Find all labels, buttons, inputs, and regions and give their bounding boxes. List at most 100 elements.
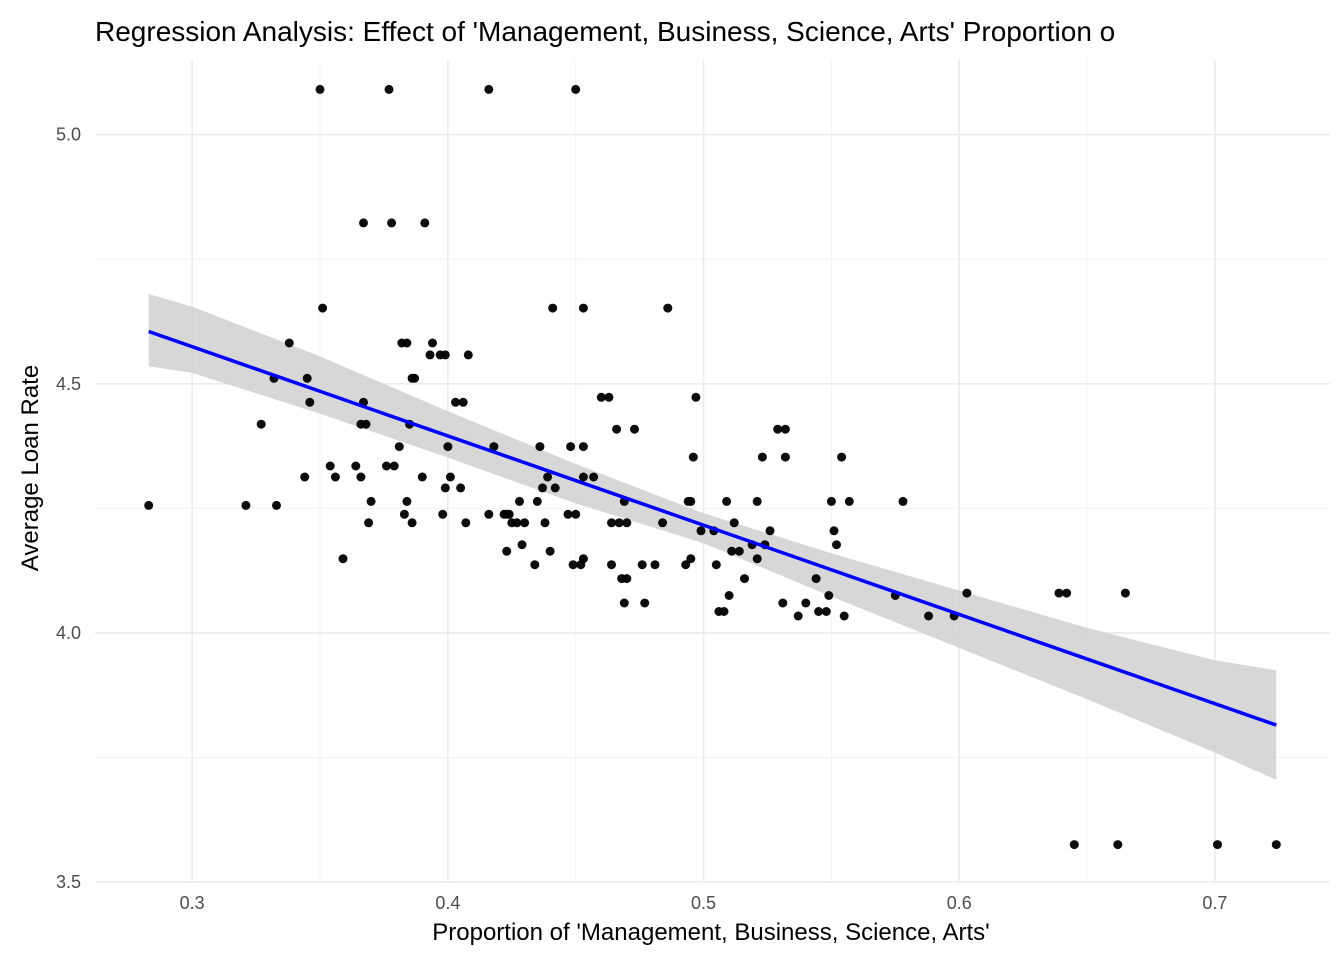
data-point: [596, 392, 606, 402]
data-point: [461, 518, 471, 528]
x-tick-label: 0.7: [1202, 893, 1227, 913]
data-point: [612, 424, 622, 434]
data-point: [832, 540, 841, 550]
data-point: [566, 442, 576, 452]
data-point: [325, 461, 335, 471]
data-point: [410, 373, 420, 383]
data-point: [619, 598, 629, 608]
minor-grid-lines: [95, 60, 1330, 882]
data-point: [681, 560, 691, 570]
data-point: [824, 591, 834, 600]
data-point: [571, 509, 581, 519]
data-point: [305, 397, 315, 407]
x-tick-label: 0.4: [435, 893, 460, 913]
data-point: [417, 472, 427, 482]
y-tick-label: 3.5: [56, 872, 81, 892]
data-point: [793, 611, 803, 621]
data-point: [545, 546, 555, 556]
data-point: [578, 442, 588, 452]
data-point: [719, 607, 729, 616]
data-point: [811, 574, 821, 584]
data-point: [300, 472, 310, 482]
data-point: [688, 452, 698, 462]
data-point: [451, 397, 460, 407]
data-point: [484, 509, 494, 519]
data-point: [640, 598, 650, 608]
data-point: [837, 452, 847, 462]
data-point: [765, 526, 775, 536]
y-axis-title: Average Loan Rate: [17, 365, 44, 571]
data-point: [773, 424, 783, 434]
data-point: [489, 442, 499, 452]
data-point: [399, 509, 409, 519]
data-point: [780, 452, 790, 462]
data-point: [962, 588, 972, 598]
data-points: [144, 84, 1281, 850]
data-point: [318, 303, 328, 313]
data-point: [361, 419, 371, 429]
data-point: [1120, 588, 1130, 598]
data-point: [722, 496, 732, 506]
data-point: [839, 611, 849, 621]
data-point: [389, 461, 399, 471]
data-point: [752, 554, 762, 564]
data-point: [502, 546, 512, 556]
data-point: [420, 218, 430, 228]
data-point: [402, 496, 412, 506]
data-point: [543, 472, 553, 482]
chart-title: Regression Analysis: Effect of 'Manageme…: [95, 16, 1115, 47]
data-point: [338, 554, 348, 564]
data-point: [630, 424, 639, 434]
data-point: [241, 500, 251, 510]
data-point: [663, 303, 673, 313]
data-point: [1213, 840, 1222, 850]
data-point: [520, 518, 530, 528]
data-point: [1062, 588, 1072, 598]
data-point: [382, 461, 391, 471]
data-point: [622, 518, 632, 528]
data-point: [650, 560, 660, 570]
data-point: [607, 518, 616, 528]
data-point: [366, 496, 376, 506]
data-point: [256, 419, 266, 429]
data-point: [740, 574, 749, 584]
data-point: [814, 607, 824, 616]
data-point: [384, 84, 394, 94]
data-point: [578, 472, 588, 482]
data-point: [780, 424, 790, 434]
data-point: [517, 540, 527, 550]
data-point: [330, 472, 340, 482]
data-point: [428, 338, 437, 348]
data-point: [821, 607, 831, 616]
data-point: [512, 518, 522, 528]
data-point: [778, 598, 788, 608]
confidence-band: [148, 294, 1277, 780]
data-point: [607, 560, 616, 570]
data-point: [826, 496, 836, 506]
data-point: [568, 560, 578, 570]
data-point: [844, 496, 854, 506]
data-point: [734, 546, 744, 556]
data-point: [757, 452, 767, 462]
data-point: [686, 554, 696, 564]
data-point: [614, 518, 624, 528]
y-tick-label: 4.0: [56, 623, 81, 643]
data-point: [801, 598, 811, 608]
data-point: [463, 350, 473, 360]
data-point: [571, 84, 581, 94]
data-point: [456, 483, 466, 493]
data-point: [394, 442, 404, 452]
data-point: [425, 350, 435, 360]
data-point: [924, 611, 934, 621]
data-point: [727, 546, 737, 556]
x-tick-label: 0.6: [947, 893, 972, 913]
data-point: [359, 218, 368, 228]
data-point: [272, 500, 281, 510]
data-point: [440, 350, 450, 360]
data-point: [696, 526, 706, 536]
data-point: [752, 496, 762, 506]
data-point: [356, 472, 366, 482]
data-point: [144, 500, 154, 510]
major-grid-lines: [95, 60, 1330, 883]
